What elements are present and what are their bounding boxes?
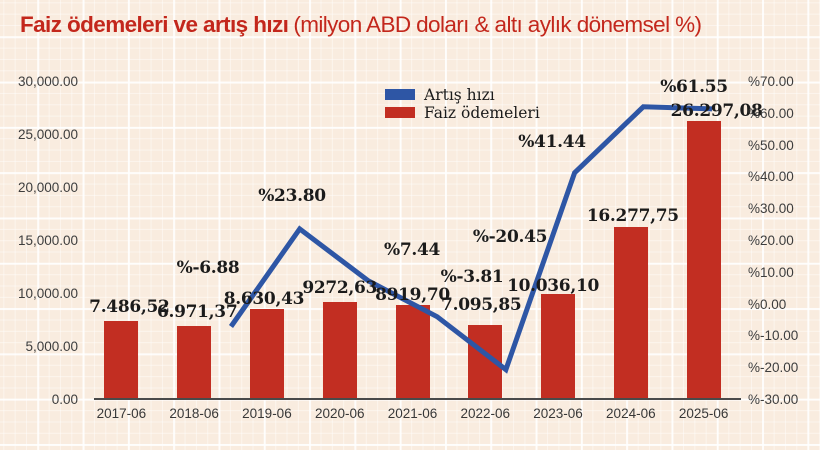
bar-2021-06: [395, 305, 430, 400]
y-axis-left-tick: 0.00: [51, 392, 78, 407]
bar-value-label: 7.486,52: [89, 296, 170, 317]
growth-value-label: %7.44: [383, 240, 441, 260]
y-axis-right-tick: %30.00: [748, 201, 794, 217]
y-axis-right-tick: %-30.00: [748, 392, 799, 407]
chart-legend: Artış hızı Faiz ödemeleri: [385, 85, 540, 123]
x-axis-label: 2020-06: [314, 406, 365, 421]
bar-2017-06: [104, 320, 139, 400]
y-axis-right-tick: %10.00: [748, 264, 794, 280]
x-axis-label: 2025-06: [678, 406, 729, 421]
bar-value-label: 7.095,85: [441, 294, 522, 315]
x-axis-label: 2022-06: [460, 406, 511, 421]
bar-value-label: 9272,63: [302, 277, 378, 298]
bar-2023-06: [541, 293, 576, 400]
y-axis-right-tick: %20.00: [748, 233, 794, 248]
bar-value-label: 26.297,08: [670, 101, 763, 122]
legend-label: Artış hızı: [424, 85, 495, 104]
bar-value-label: 6.971,37: [156, 302, 238, 323]
bar-2018-06: [177, 326, 212, 400]
y-axis-left-tick: 10,000.00: [17, 286, 78, 301]
bar-value-label: 16.277,75: [586, 206, 679, 227]
legend-swatch-artis-hizi: [385, 89, 415, 100]
y-axis-left-tick: 15,000.00: [17, 233, 78, 248]
growth-value-label: %-3.81: [440, 267, 504, 287]
y-axis-right-tick: %-10.00: [748, 328, 799, 344]
y-axis-left-tick: 30,000.00: [17, 74, 78, 89]
bar-2024-06: [613, 227, 648, 400]
x-axis-label: 2021-06: [387, 406, 438, 421]
x-axis-line: [94, 398, 741, 400]
bar-value-label: 10.036,10: [507, 275, 600, 296]
growth-value-label: %23.80: [258, 186, 326, 206]
bar-2022-06: [468, 324, 503, 400]
x-axis-label: 2018-06: [169, 406, 219, 421]
chart-subtitle: (milyon ABD doları & altı aylık dönemsel…: [293, 12, 702, 37]
bar-2025-06: [686, 121, 721, 400]
y-axis-right-tick: %70.00: [748, 74, 794, 89]
y-axis-right-tick: %-20.00: [748, 360, 799, 376]
bar-2020-06: [322, 301, 357, 400]
x-axis-label: 2017-06: [96, 406, 147, 421]
x-axis-label: 2024-06: [606, 406, 656, 421]
growth-value-label: %61.55: [660, 77, 728, 97]
bar-2019-06: [249, 308, 284, 400]
y-axis-right-tick: %50.00: [748, 137, 794, 153]
bar-value-label: 8919,70: [375, 285, 450, 306]
y-axis-right-tick: %40.00: [748, 169, 794, 185]
x-axis-label: 2023-06: [533, 406, 583, 421]
y-axis-left-tick: 25,000.00: [17, 127, 78, 142]
x-axis-label: 2019-06: [242, 406, 292, 421]
legend-item: Faiz ödemeleri: [385, 103, 540, 122]
y-axis-right-tick: %0.00: [748, 296, 787, 312]
y-axis-left-tick: 5,000.00: [25, 339, 78, 354]
growth-value-label: %-20.45: [472, 227, 548, 247]
chart-title-row: Faiz ödemeleri ve artış hızı (milyon ABD …: [20, 12, 702, 38]
y-axis-right-tick: %60.00: [748, 105, 794, 121]
chart-title: Faiz ödemeleri ve artış hızı: [20, 12, 289, 37]
bar-value-label: 8.630,43: [223, 288, 305, 309]
growth-value-label: %-6.88: [176, 258, 240, 278]
legend-item: Artış hızı: [385, 85, 540, 104]
legend-swatch-faiz-odemeleri: [385, 107, 415, 118]
growth-value-label: %41.44: [518, 132, 586, 152]
legend-label: Faiz ödemeleri: [424, 103, 540, 122]
y-axis-left-tick: 20,000.00: [17, 180, 78, 195]
